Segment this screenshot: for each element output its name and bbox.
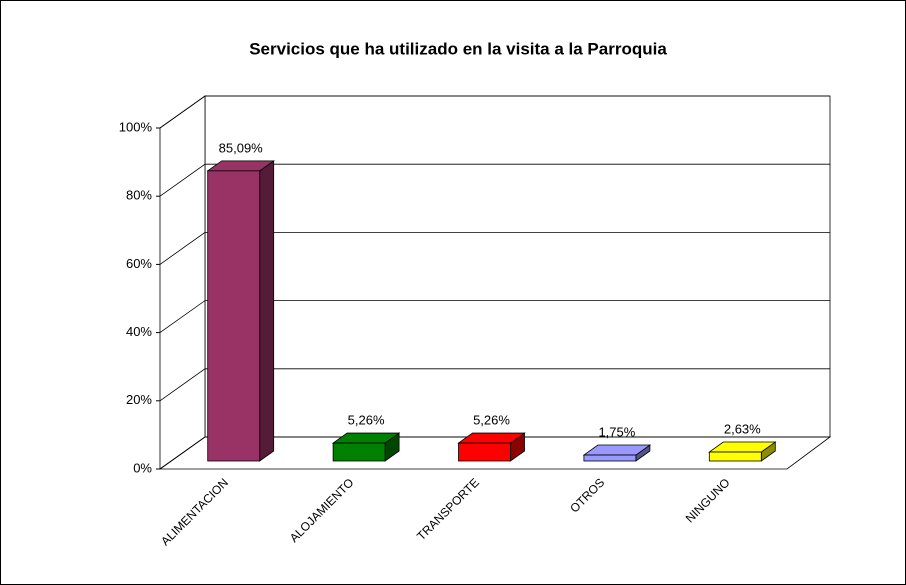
bar-side-shade — [635, 445, 650, 461]
grid-line — [159, 300, 830, 333]
y-tick-label: 60% — [126, 256, 152, 271]
bar — [332, 442, 386, 462]
y-tick-label: 20% — [126, 392, 152, 407]
bar-side-shade — [761, 442, 776, 461]
chart-title: Servicios que ha utilizado en la visita … — [249, 39, 667, 58]
grid-line — [159, 231, 830, 265]
bar — [458, 442, 511, 462]
grid-line — [159, 436, 830, 470]
y-tick-label: 40% — [126, 324, 152, 339]
y-tick-label: 100% — [119, 119, 153, 134]
bar-side-shade — [385, 433, 400, 461]
bar — [207, 170, 261, 462]
bar — [583, 454, 637, 462]
grid-line — [159, 368, 830, 402]
value-label: 5,26% — [473, 413, 510, 428]
grid-line — [159, 163, 830, 197]
grid-line — [159, 95, 830, 129]
value-label: 5,26% — [348, 413, 385, 428]
back-wall — [204, 95, 831, 438]
y-tick-label: 80% — [126, 188, 152, 203]
bar-side-shade — [259, 160, 274, 462]
side-wall — [159, 95, 206, 470]
y-tick-label: 0% — [133, 460, 152, 475]
bar-side-shade — [510, 433, 525, 461]
value-label: 1,75% — [598, 424, 635, 439]
value-label: 2,63% — [724, 421, 761, 436]
bar — [708, 451, 762, 462]
value-label: 85,09% — [219, 140, 264, 155]
